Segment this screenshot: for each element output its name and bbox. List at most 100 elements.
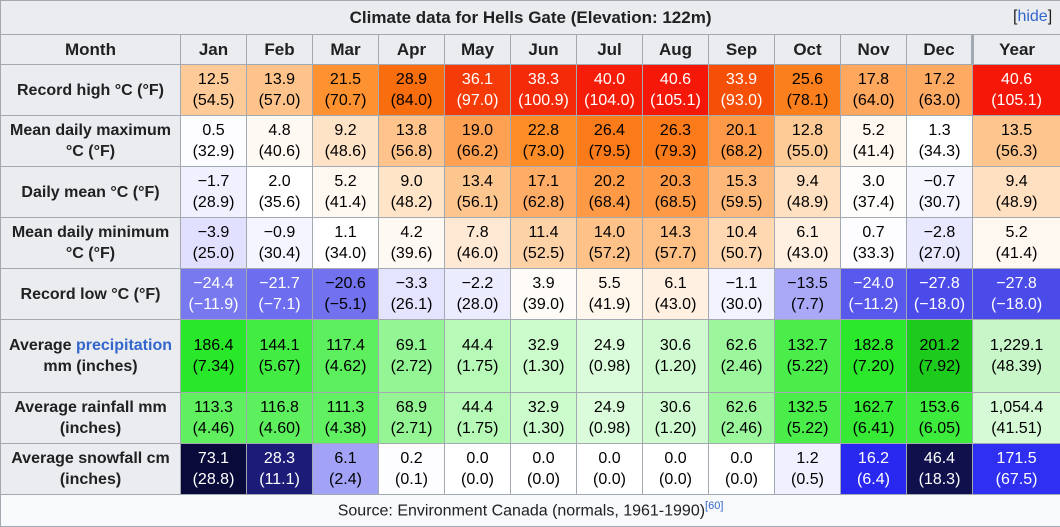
cell-value-metric: 28.3 [247, 448, 312, 469]
column-header-apr: Apr [379, 35, 445, 65]
cell-value-metric: −3.9 [181, 222, 246, 243]
cell-value-metric: 0.0 [643, 448, 708, 469]
cell-value-imperial: (26.1) [379, 294, 444, 315]
cell-value-imperial: (28.9) [181, 192, 246, 213]
cell-value-metric: 132.5 [775, 397, 840, 418]
cell-value-metric: 32.9 [511, 397, 576, 418]
cell-value-imperial: (73.0) [511, 141, 576, 162]
column-header-sep: Sep [709, 35, 775, 65]
cell-value-imperial: (41.4) [841, 141, 906, 162]
cell-value-imperial: (41.9) [577, 294, 642, 315]
source-reference-link[interactable]: [60] [705, 500, 723, 512]
cell-value-imperial: (43.0) [643, 294, 708, 315]
cell-value-imperial: (68.4) [577, 192, 642, 213]
cell-value-metric: −27.8 [973, 273, 1060, 294]
data-cell: 68.9(2.71) [379, 393, 445, 444]
cell-value-metric: 144.1 [247, 335, 312, 356]
cell-value-imperial: (66.2) [445, 141, 510, 162]
cell-value-imperial: (57.7) [643, 243, 708, 264]
data-cell: 32.9(1.30) [511, 320, 577, 393]
cell-value-metric: 12.8 [775, 120, 840, 141]
data-cell: 73.1(28.8) [181, 444, 247, 495]
hide-link[interactable]: hide [1017, 8, 1047, 25]
cell-value-metric: 153.6 [907, 397, 972, 418]
cell-value-imperial: (97.0) [445, 90, 510, 111]
row-label: Average rainfall mm (inches) [1, 393, 181, 444]
cell-value-imperial: (30.0) [709, 294, 774, 315]
cell-value-imperial: (30.4) [247, 243, 312, 264]
data-cell: 0.0(0.0) [709, 444, 775, 495]
cell-value-imperial: (0.98) [577, 356, 642, 377]
data-cell: 201.2(7.92) [907, 320, 973, 393]
cell-value-imperial: (59.5) [709, 192, 774, 213]
data-cell: 28.9(84.0) [379, 65, 445, 116]
cell-value-imperial: (54.5) [181, 90, 246, 111]
data-cell: 4.2(39.6) [379, 218, 445, 269]
column-header-year: Year [973, 35, 1060, 65]
data-cell: 0.0(0.0) [511, 444, 577, 495]
cell-value-imperial: (37.4) [841, 192, 906, 213]
data-cell: 0.0(0.0) [445, 444, 511, 495]
cell-value-imperial: (4.38) [313, 418, 378, 439]
data-cell: −1.7(28.9) [181, 167, 247, 218]
cell-value-imperial: (4.62) [313, 356, 378, 377]
data-cell: 33.9(93.0) [709, 65, 775, 116]
cell-value-metric: −2.2 [445, 273, 510, 294]
cell-value-metric: 9.4 [775, 171, 840, 192]
cell-value-metric: 26.4 [577, 120, 642, 141]
data-cell: 5.2(41.4) [313, 167, 379, 218]
cell-value-imperial: (68.2) [709, 141, 774, 162]
cell-value-metric: 0.5 [181, 120, 246, 141]
precipitation-link[interactable]: precipitation [76, 337, 172, 354]
cell-value-metric: 17.1 [511, 171, 576, 192]
cell-value-metric: 4.8 [247, 120, 312, 141]
cell-value-imperial: (30.7) [907, 192, 972, 213]
cell-value-metric: 0.0 [511, 448, 576, 469]
cell-value-metric: 69.1 [379, 335, 444, 356]
data-cell: 5.2(41.4) [841, 116, 907, 167]
cell-value-metric: −2.8 [907, 222, 972, 243]
data-cell: −2.8(27.0) [907, 218, 973, 269]
data-cell: −3.3(26.1) [379, 269, 445, 320]
data-cell: 3.9(39.0) [511, 269, 577, 320]
cell-value-metric: 111.3 [313, 397, 378, 418]
table-title: Climate data for Hells Gate (Elevation: … [350, 8, 712, 27]
data-cell: −27.8(−18.0) [907, 269, 973, 320]
row-label: Mean daily maximum °C (°F) [1, 116, 181, 167]
cell-value-metric: 162.7 [841, 397, 906, 418]
data-cell: −2.2(28.0) [445, 269, 511, 320]
cell-value-imperial: (5.22) [775, 418, 840, 439]
data-cell: 13.5(56.3) [973, 116, 1060, 167]
table-row: Mean daily maximum °C (°F)0.5(32.9)4.8(4… [1, 116, 1060, 167]
cell-value-imperial: (−11.9) [181, 294, 246, 315]
cell-value-imperial: (4.60) [247, 418, 312, 439]
cell-value-imperial: (2.46) [709, 356, 774, 377]
cell-value-imperial: (40.6) [247, 141, 312, 162]
cell-value-metric: 17.2 [907, 69, 972, 90]
row-label: Mean daily minimum °C (°F) [1, 218, 181, 269]
cell-value-metric: 201.2 [907, 335, 972, 356]
source-footer: Source: Environment Canada (normals, 196… [1, 495, 1060, 527]
cell-value-imperial: (56.8) [379, 141, 444, 162]
cell-value-imperial: (78.1) [775, 90, 840, 111]
cell-value-metric: 4.2 [379, 222, 444, 243]
row-label: Record high °C (°F) [1, 65, 181, 116]
cell-value-metric: 171.5 [973, 448, 1060, 469]
data-cell: 17.1(62.8) [511, 167, 577, 218]
cell-value-imperial: (−18.0) [973, 294, 1060, 315]
data-cell: 111.3(4.38) [313, 393, 379, 444]
cell-value-imperial: (4.46) [181, 418, 246, 439]
cell-value-metric: 26.3 [643, 120, 708, 141]
data-cell: 0.0(0.0) [643, 444, 709, 495]
cell-value-metric: 1.3 [907, 120, 972, 141]
data-cell: 9.2(48.6) [313, 116, 379, 167]
cell-value-imperial: (7.92) [907, 356, 972, 377]
cell-value-metric: 0.7 [841, 222, 906, 243]
cell-value-metric: 17.8 [841, 69, 906, 90]
data-cell: 17.2(63.0) [907, 65, 973, 116]
column-header-jun: Jun [511, 35, 577, 65]
cell-value-metric: 15.3 [709, 171, 774, 192]
cell-value-metric: 116.8 [247, 397, 312, 418]
table-row: Record low °C (°F)−24.4(−11.9)−21.7(−7.1… [1, 269, 1060, 320]
